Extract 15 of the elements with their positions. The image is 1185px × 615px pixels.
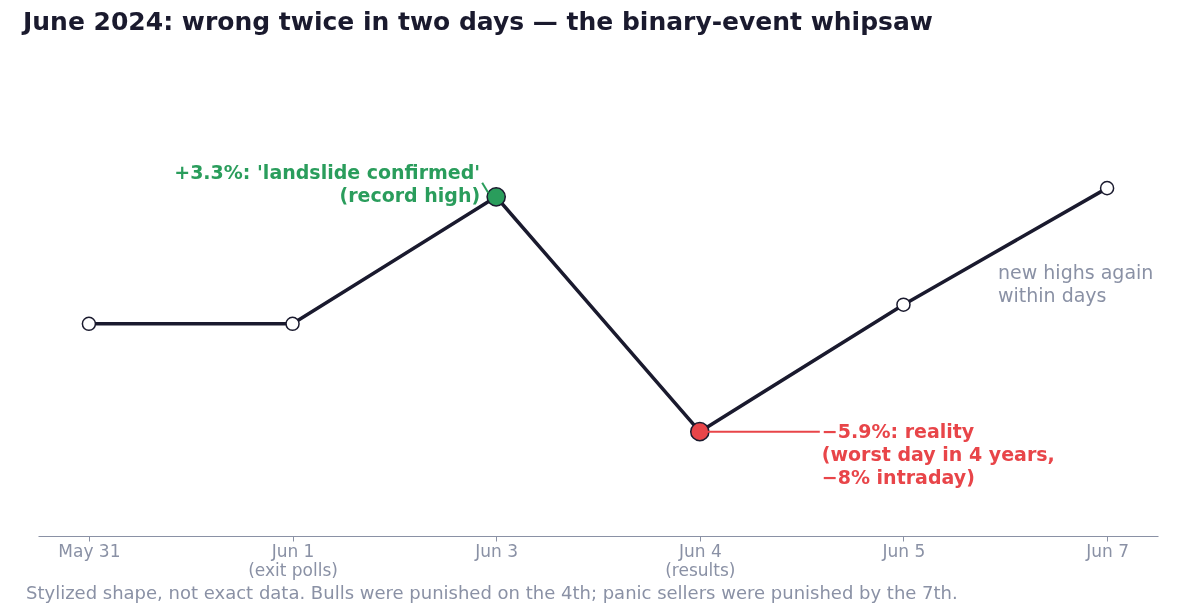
x-tick-label: Jun 1 (exit polls) xyxy=(248,540,338,580)
x-tick-label: Jun 5 xyxy=(881,540,926,561)
annotation: new highs again within days xyxy=(998,261,1154,306)
annotation: +3.3%: 'landslide confirmed' (record high) xyxy=(174,160,481,206)
chart-title: June 2024: wrong twice in two days — the binary-event whipsaw xyxy=(21,7,933,36)
x-tick-label: Jun 3 xyxy=(474,540,519,561)
annotation: −5.9%: reality (worst day in 4 years, −8% intraday) xyxy=(821,419,1055,488)
point xyxy=(1099,180,1115,196)
x-tick-label: Jun 7 xyxy=(1085,540,1129,561)
point xyxy=(285,316,300,332)
x-tick-label: Jun 4 (results) xyxy=(665,540,736,580)
text: Stylized shape, not exact data. Bulls were punished on the 4th; panic sellers were punished by the 7th. xyxy=(26,582,958,603)
point xyxy=(81,316,97,332)
x-tick-label: May 31 xyxy=(58,540,121,561)
point xyxy=(896,297,911,312)
